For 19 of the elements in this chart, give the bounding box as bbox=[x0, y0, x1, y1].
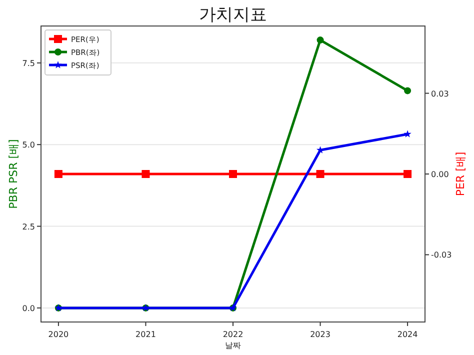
y2-axis-title: PER [배] bbox=[454, 152, 467, 196]
x-tick-label: 2021 bbox=[136, 330, 156, 339]
y-axis-title: PBR PSR [배] bbox=[7, 139, 20, 209]
x-tick-label: 2023 bbox=[310, 330, 330, 339]
x-axis-title: 날짜 bbox=[225, 341, 241, 350]
y-tick-label: 5.0 bbox=[22, 140, 35, 150]
y-tick-label: 2.5 bbox=[22, 222, 35, 232]
y2-tick-label: -0.03 bbox=[431, 250, 452, 260]
y2-tick-label: 0.00 bbox=[431, 170, 449, 179]
point bbox=[404, 87, 412, 94]
y2-tick-label: 0.03 bbox=[431, 89, 449, 98]
x-tick-label: 2024 bbox=[397, 330, 418, 339]
chart-title: 가치지표 bbox=[199, 5, 267, 25]
point bbox=[316, 36, 324, 44]
x-tick-label: 2022 bbox=[222, 330, 244, 339]
y-tick-label: 7.5 bbox=[22, 58, 35, 68]
point bbox=[404, 130, 412, 138]
x-tick-label: 2020 bbox=[48, 330, 69, 339]
y-tick-label: 0.0 bbox=[22, 304, 35, 313]
